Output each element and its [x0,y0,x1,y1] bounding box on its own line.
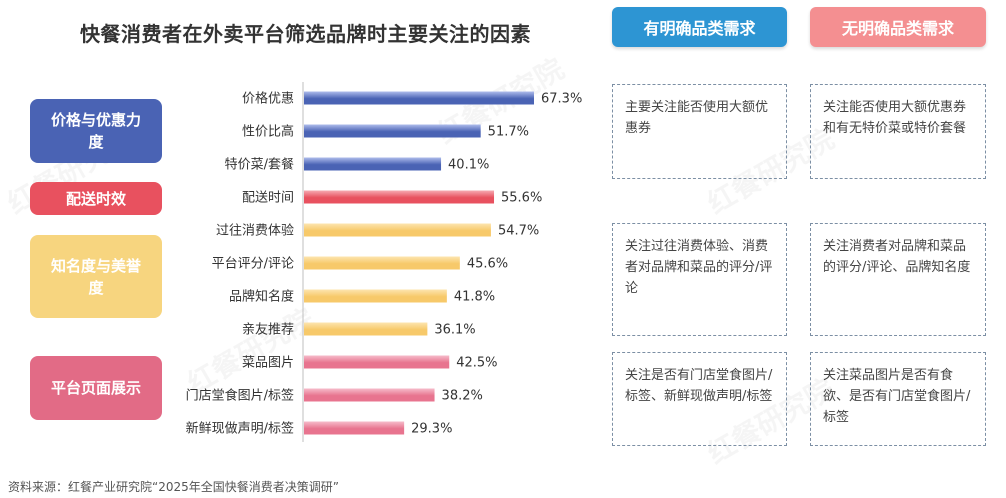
bar-5 [304,256,460,270]
category-tick-label: 门店堂食图片/标签 [186,388,294,404]
data-label: 67.3% [541,92,582,107]
data-label: 36.1% [434,323,475,338]
data-label: 29.3% [411,422,452,437]
category-label: 平台页面展示 [50,379,141,397]
category-tick-label: 品牌知名度 [229,289,294,305]
data-label: 51.7% [488,125,529,140]
category-label: 价格与优惠力度 [50,111,141,151]
category-tick-label: 菜品图片 [242,356,294,371]
category-tick-label: 价格优惠 [242,91,294,107]
source-note: 资料来源：红餐产业研究院“2025年全国快餐消费者决策调研” [8,480,339,494]
data-label: 38.2% [442,389,483,404]
bar-8 [304,355,450,369]
note-box-have-display: 关注是否有门店堂食图片/标签、新鲜现做声明/标签 [612,352,787,446]
note-box-have-reputation: 关注过往消费体验、消费者对品牌和菜品的评分/评论 [612,223,787,336]
bar-2 [304,157,442,171]
category-tick-label: 新鲜现做声明/标签 [186,421,294,437]
bar-9 [304,388,435,402]
category-price-discount: 价格与优惠力度 [30,99,162,163]
category-label: 知名度与美誉度 [50,256,141,297]
data-label: 41.8% [454,290,495,305]
data-label: 55.6% [501,191,542,206]
bar-0 [304,91,534,105]
page-title: 快餐消费者在外卖平台筛选品牌时主要关注的因素 [80,22,531,46]
category-tick-label: 过往消费体验 [216,223,294,239]
bar-10 [304,421,405,435]
bar-chart: 价格优惠 67.3% 性价比高 51.7% 特价菜/套餐 40.1% 配送时间 55.6% 过往… [186,82,582,442]
bar-3 [304,190,495,204]
data-label: 54.7% [498,224,539,239]
header-no-demand: 无明确品类需求 [810,7,986,47]
category-reputation: 知名度与美誉度 [30,235,162,318]
note-box-none-reputation: 关注消费者对品牌和菜品的评分/评论、品牌知名度 [810,223,986,336]
note-box-none-display: 关注菜品图片是否有食欲、是否有门店堂食图片/标签 [810,352,986,446]
category-tick-label: 平台评分/评论 [212,257,294,272]
note-box-have-price: 主要关注能否使用大额优惠券 [612,84,787,179]
data-label: 42.5% [456,356,497,371]
data-label: 45.6% [467,257,508,272]
category-page-display: 平台页面展示 [30,356,162,420]
category-tick-label: 配送时间 [242,191,294,206]
note-box-none-price: 关注能否使用大额优惠券和有无特价菜或特价套餐 [810,84,986,179]
data-label: 40.1% [448,158,489,173]
category-tick-label: 亲友推荐 [242,322,294,338]
category-tick-label: 特价菜/套餐 [225,157,294,173]
category-label: 配送时效 [65,189,126,208]
category-delivery-time: 配送时效 [30,182,162,215]
bar-6 [304,289,447,303]
bar-1 [304,124,481,138]
bar-7 [304,322,428,336]
category-tick-label: 性价比高 [242,124,294,140]
header-have-demand: 有明确品类需求 [612,7,787,47]
bar-4 [304,223,491,237]
